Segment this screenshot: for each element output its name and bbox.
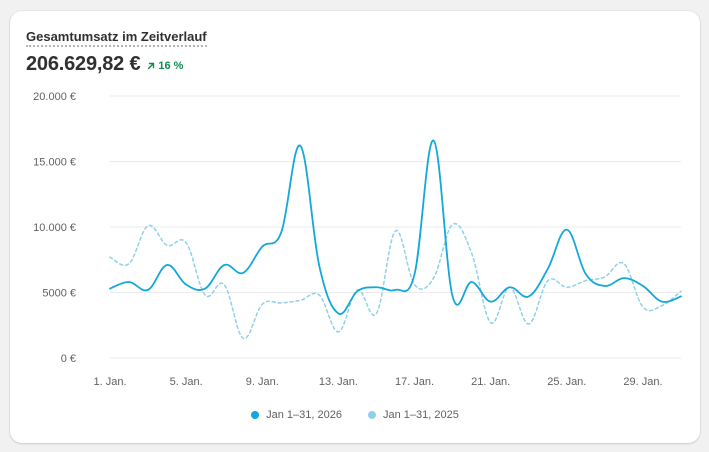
series-line-2026 bbox=[109, 139, 682, 315]
y-tick-label: 20.000 € bbox=[33, 91, 76, 103]
y-tick-label: 10.000 € bbox=[33, 222, 76, 234]
y-tick-label: 15.000 € bbox=[33, 157, 76, 169]
legend-dot-previous bbox=[368, 411, 376, 419]
total-sales-value: 206.629,82 € bbox=[26, 53, 141, 75]
x-tick-label: 21. Jan. bbox=[471, 376, 510, 388]
legend-dot-current bbox=[251, 411, 260, 419]
x-tick-label: 1. Jan. bbox=[93, 376, 126, 388]
legend-item-current[interactable]: Jan 1–31, 2026 bbox=[251, 409, 342, 421]
legend-item-previous[interactable]: Jan 1–31, 2025 bbox=[368, 409, 459, 421]
change-percent: 16 % bbox=[158, 59, 184, 72]
x-tick-label: 17. Jan. bbox=[395, 376, 434, 388]
x-tick-label: 9. Jan. bbox=[246, 376, 279, 388]
y-tick-label: 5000 € bbox=[42, 288, 76, 300]
x-tick-label: 5. Jan. bbox=[170, 376, 203, 388]
total-row: 206.629,82 € 16 % bbox=[26, 53, 183, 76]
chart-title[interactable]: Gesamtumsatz im Zeitverlauf bbox=[26, 29, 207, 47]
change-badge: 16 % bbox=[146, 60, 183, 72]
x-tick-label: 25. Jan. bbox=[547, 376, 586, 388]
x-tick-label: 13. Jan. bbox=[319, 376, 358, 388]
y-tick-label: 0 € bbox=[61, 353, 76, 365]
legend-label-current: Jan 1–31, 2026 bbox=[266, 409, 342, 421]
chart-legend: Jan 1–31, 2026 Jan 1–31, 2025 bbox=[10, 409, 700, 421]
series-line-2025 bbox=[109, 222, 682, 340]
x-tick-label: 29. Jan. bbox=[623, 376, 662, 388]
legend-label-previous: Jan 1–31, 2025 bbox=[383, 409, 459, 421]
arrow-up-right-icon bbox=[148, 62, 155, 69]
